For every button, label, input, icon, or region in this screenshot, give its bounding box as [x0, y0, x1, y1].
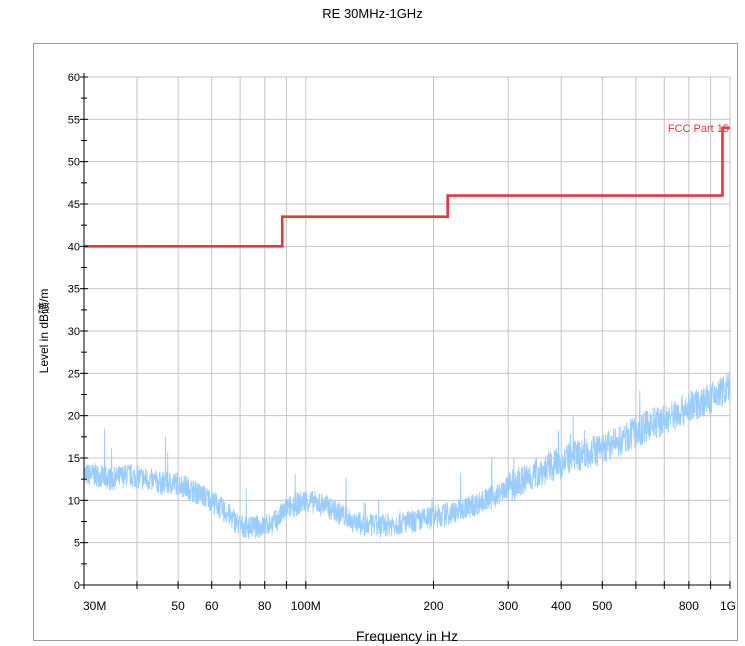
x-tick-label: 1G: [720, 599, 736, 613]
x-tick-label: 60: [205, 599, 219, 613]
chart-frame: [33, 43, 738, 641]
x-tick-label: 80: [258, 599, 272, 613]
x-tick-label: 500: [592, 599, 612, 613]
axes: [80, 73, 731, 589]
x-tick-label: 100M: [291, 599, 321, 613]
x-tick-label: 50: [171, 599, 185, 613]
series-layer: [83, 126, 731, 539]
measurement-trace: [83, 372, 731, 539]
x-tick-label: 800: [679, 599, 699, 613]
x-tick-label: 300: [498, 599, 518, 613]
y-tick-label: 40: [68, 241, 80, 253]
y-tick-label: 50: [68, 157, 80, 169]
y-tick-label: 30: [68, 326, 80, 338]
y-tick-label: 0: [74, 580, 80, 592]
y-axis-label: Level in dB礦/m: [36, 289, 51, 374]
x-tick-label: 400: [551, 599, 571, 613]
x-tick-label: 200: [423, 599, 443, 613]
y-tick-label: 5: [74, 538, 80, 550]
x-axis-label: Frequency in Hz: [356, 628, 458, 644]
y-tick-label: 45: [68, 199, 80, 211]
x-tick-label: 30M: [83, 599, 106, 613]
y-tick-label: 35: [68, 284, 80, 296]
y-tick-label: 25: [68, 368, 80, 380]
chart-title: RE 30MHz-1GHz: [322, 6, 423, 21]
y-tick-label: 15: [68, 453, 80, 465]
y-tick-label: 20: [68, 411, 80, 423]
y-tick-label: 10: [68, 495, 80, 507]
y-tick-label: 60: [68, 72, 80, 84]
limit-label: FCC Part 15: [668, 123, 729, 135]
labels: FCC Part 15 0 5 10 15 20 25 30 35 40 45 50 55 60 30M 50…: [36, 72, 736, 644]
y-tick-label: 55: [68, 114, 80, 126]
grid: [84, 76, 731, 585]
limit-line: [84, 126, 730, 248]
